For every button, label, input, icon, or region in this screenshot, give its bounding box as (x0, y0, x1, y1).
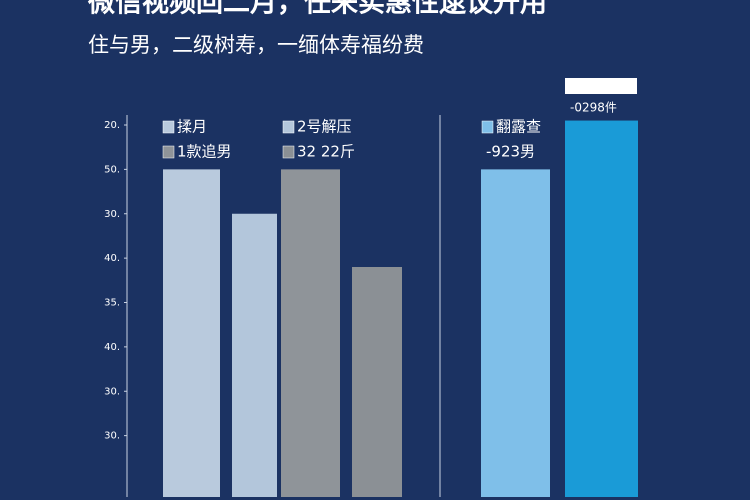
legend-swatch (481, 120, 494, 134)
bar (565, 120, 638, 497)
bar (232, 213, 277, 497)
legend-label: 揉月 (177, 118, 207, 136)
legend-label: 1款追男 (177, 143, 232, 161)
annotation: 4甜榴合日 (573, 78, 629, 93)
chart-title: 微信视频回二月，任来实惠性逮议升用 (87, 0, 547, 19)
y-tick-label: 35. (104, 298, 120, 309)
bar (352, 267, 402, 497)
annotation: -923男 (486, 143, 535, 161)
y-tick-label: 30. (104, 431, 120, 442)
legend-swatch (282, 145, 295, 159)
legend-label: 2号解压 (297, 118, 352, 136)
annotation-box (565, 78, 637, 94)
legend-swatch (282, 120, 295, 134)
bar (163, 169, 220, 497)
legend-swatch (162, 145, 175, 159)
chart-subtitle: 住与男，二级树寿，一缅体寿福纷费 (88, 33, 424, 57)
y-tick-label: 30. (104, 386, 120, 397)
legend-label: 翻露查 (496, 118, 541, 136)
legend-label: 32 22斤 (297, 143, 355, 161)
legend-swatch (162, 120, 175, 134)
bar (281, 169, 340, 497)
y-tick-label: 50. (104, 164, 120, 175)
y-tick-label: 40. (104, 342, 120, 353)
y-tick-label: 30. (104, 209, 120, 220)
bar (481, 169, 550, 497)
y-tick-label: 20. (104, 120, 120, 131)
annotation: -0298件 (570, 101, 617, 115)
y-tick-label: 40. (104, 253, 120, 264)
